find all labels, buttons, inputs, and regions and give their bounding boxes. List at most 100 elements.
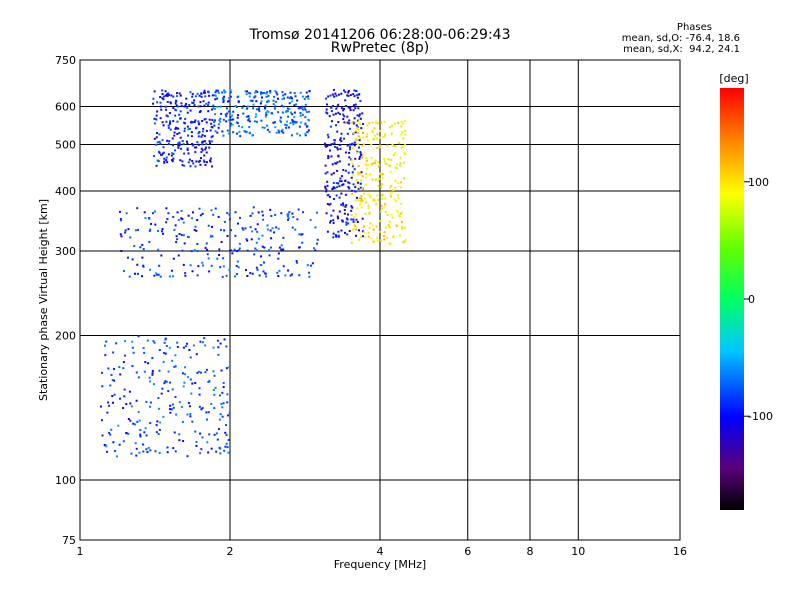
data-point [404,152,407,155]
data-point [194,119,197,122]
data-point [355,94,358,97]
data-point [272,103,275,106]
data-point [150,222,153,225]
data-point [229,124,232,127]
data-point [156,110,159,113]
data-point [219,117,222,120]
data-point [364,163,367,166]
data-point [197,370,200,373]
colorbar-tick-label: -100 [748,410,773,423]
data-point [219,105,222,108]
data-point [325,111,328,114]
y-tick-label: 400 [55,185,76,198]
data-point [340,180,343,183]
data-point [288,211,291,214]
data-point [148,229,151,232]
data-point [387,224,390,227]
data-point [218,418,221,421]
data-point [340,92,343,95]
data-point [403,226,406,229]
data-point [204,148,207,151]
data-point [316,242,319,245]
data-point [217,91,220,94]
data-point [329,202,332,205]
data-point [349,143,352,146]
data-point [137,411,140,414]
data-point [135,371,138,374]
data-point [210,225,213,228]
data-point [383,206,386,209]
data-point [337,234,340,237]
data-point [326,203,329,206]
data-point [340,107,343,110]
data-point [159,275,162,278]
data-point [361,230,364,233]
data-point [178,401,181,404]
data-point [223,449,226,452]
data-point [203,104,206,107]
data-point [326,133,329,136]
data-point [183,373,186,376]
data-point [163,160,166,163]
data-point [338,113,341,116]
data-point [213,393,216,396]
data-point [266,100,269,103]
data-point [182,143,185,146]
data-point [153,154,156,157]
y-tick-label: 500 [55,139,76,152]
data-point [261,126,264,129]
data-point [305,91,308,94]
data-point [227,100,230,103]
data-point [330,106,333,109]
data-point [379,220,382,223]
data-point [348,187,351,190]
data-point [151,369,154,372]
data-point [216,105,219,108]
data-point [225,367,228,370]
data-point [345,221,348,224]
data-point [325,108,328,111]
data-point [196,274,199,277]
data-point [198,159,201,162]
data-point [100,371,103,374]
data-point [357,143,360,146]
data-point [269,89,272,92]
data-point [196,92,199,95]
data-point [200,95,203,98]
data-point [360,195,363,198]
data-point [177,127,180,130]
data-point [332,187,335,190]
data-point [130,405,133,408]
data-point [226,129,229,132]
data-point [338,210,341,213]
data-point [328,195,331,198]
data-point [181,249,184,252]
data-point [226,234,229,237]
data-point [361,175,364,178]
data-point [298,246,301,249]
data-point [210,264,213,267]
data-point [193,249,196,252]
data-point [282,97,285,100]
data-point [155,118,158,121]
data-point [350,218,353,221]
data-point [371,178,374,181]
data-point [229,229,232,232]
data-point [181,164,184,167]
data-point [376,194,379,197]
data-point [186,148,189,151]
data-point [399,156,402,159]
data-point [166,451,169,454]
data-point [371,121,374,124]
data-point [398,234,401,237]
data-point [213,407,216,410]
data-point [285,124,288,127]
data-point [367,139,370,142]
data-point [282,131,285,134]
data-point [330,110,333,113]
data-point [347,91,350,94]
data-point [359,117,362,120]
data-point [356,132,359,135]
data-point [211,235,214,238]
data-point [169,404,172,407]
